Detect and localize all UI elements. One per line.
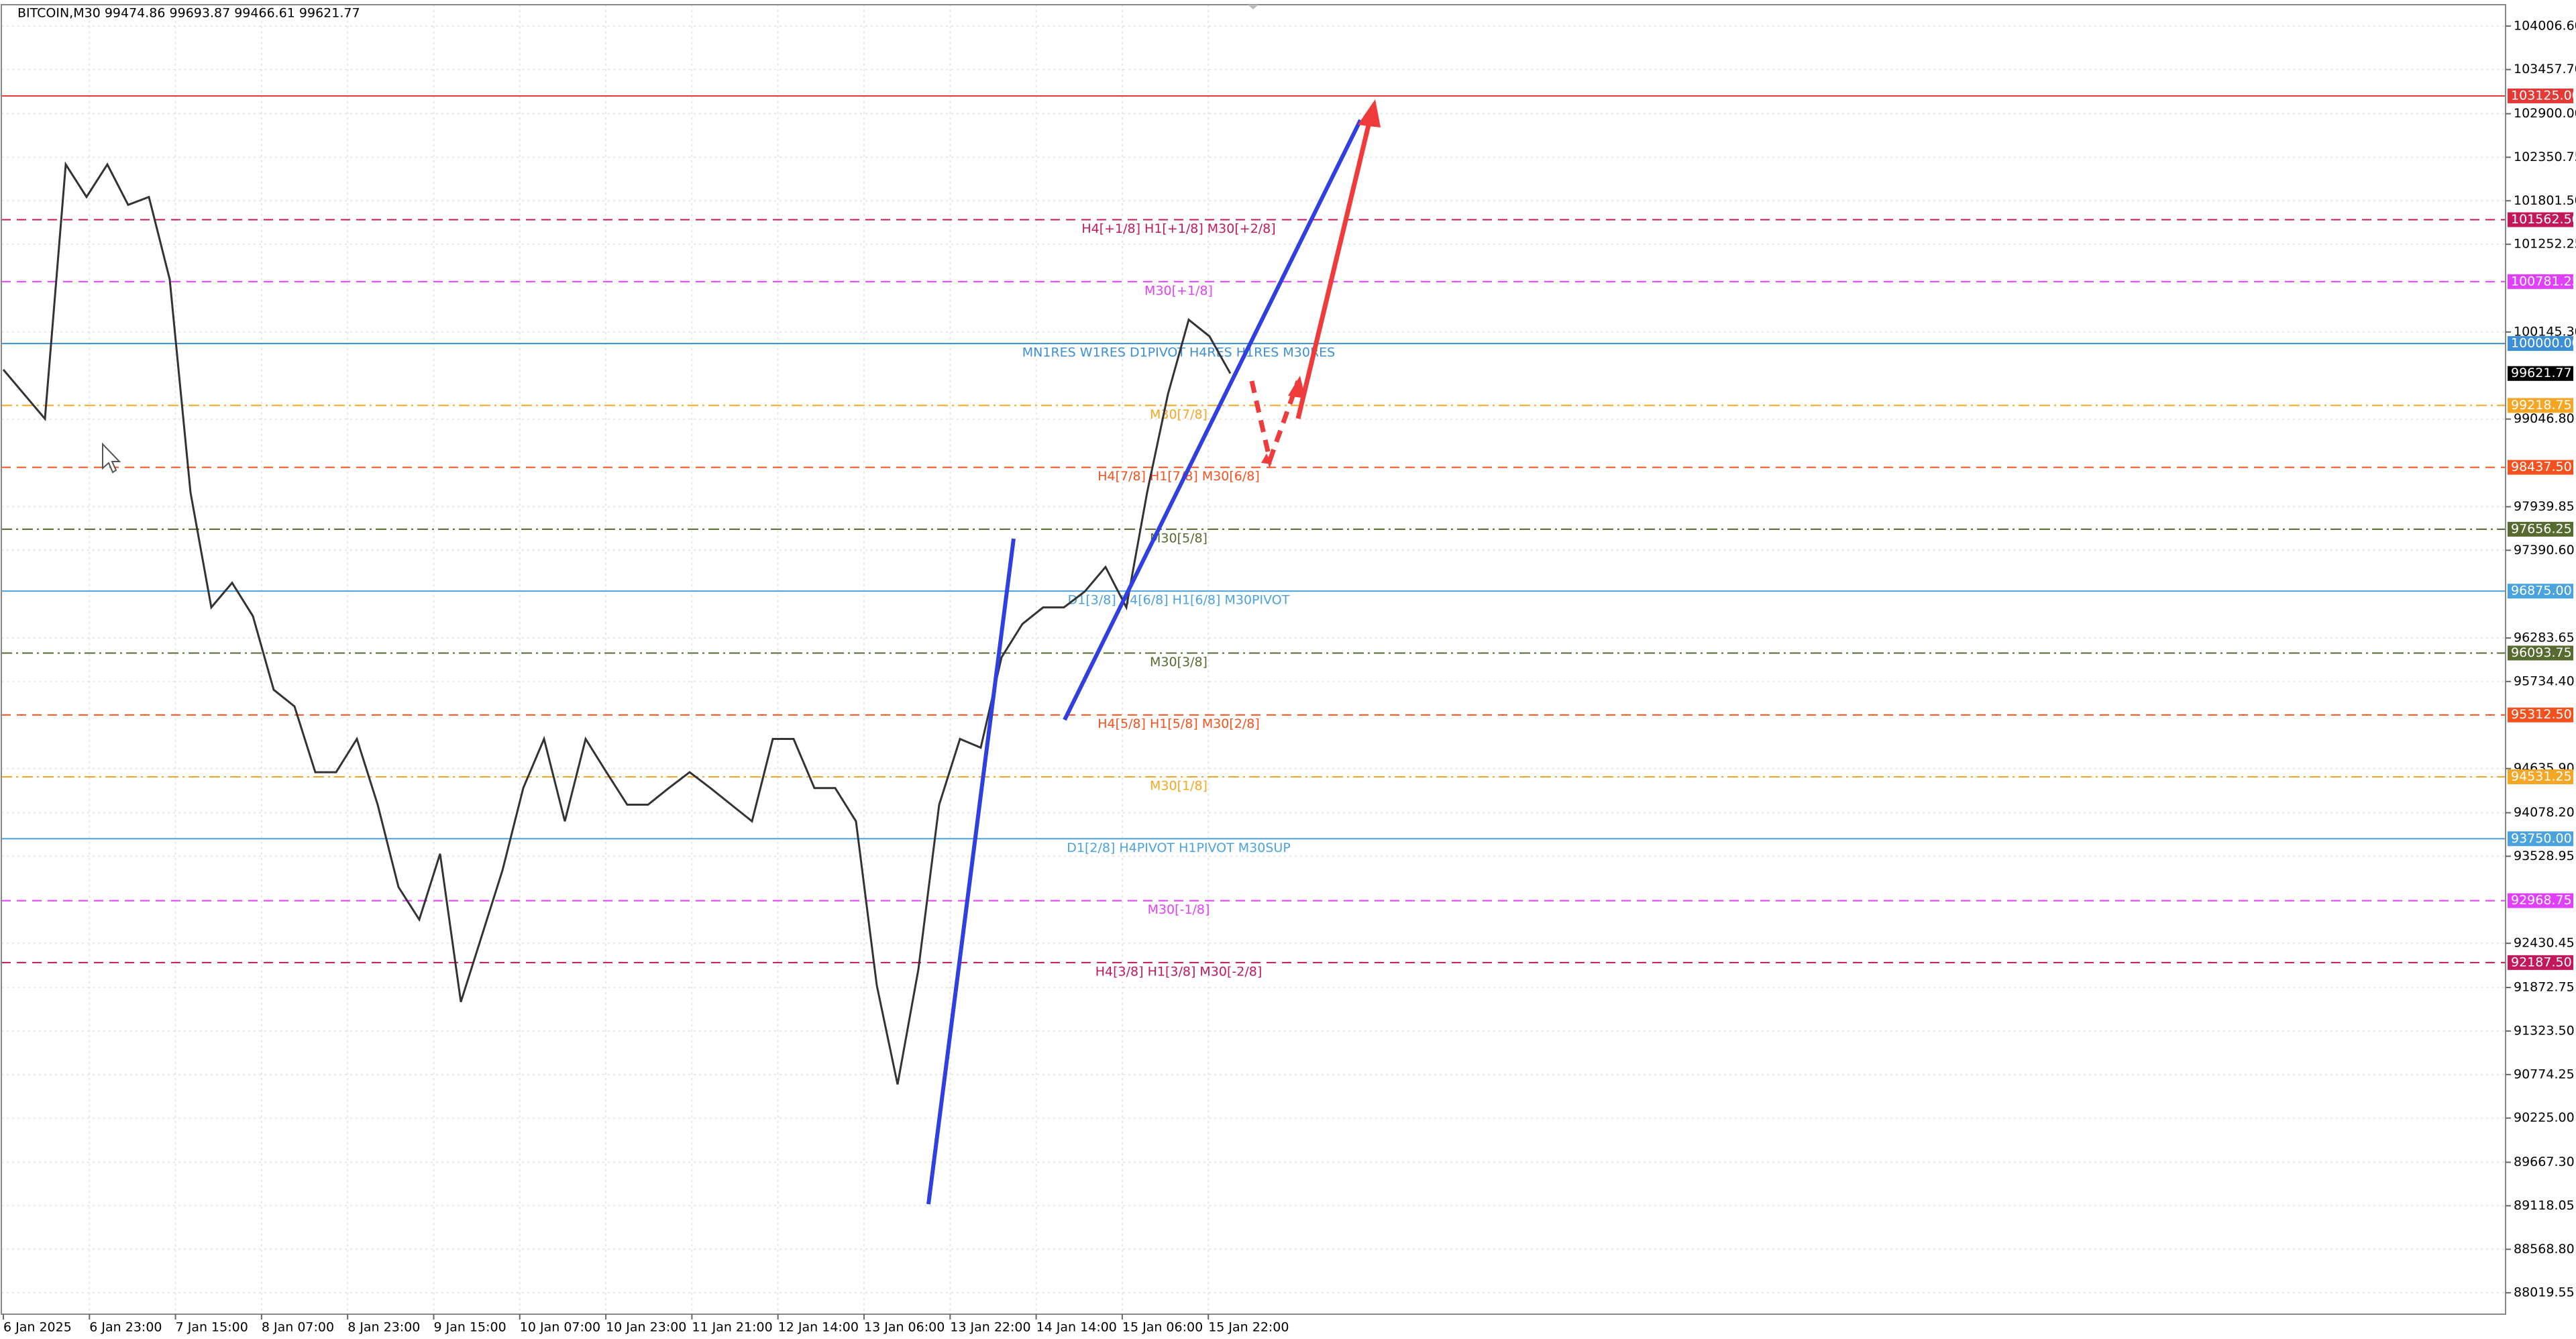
level-label: M30[3/8] [1150,655,1208,670]
price-box-label: 94531.25 [2511,769,2572,784]
y-tick-label: 89118.05 [2514,1198,2575,1213]
y-tick-label: 88019.55 [2514,1285,2575,1300]
y-tick-label: 97390.60 [2514,543,2575,557]
x-tick-label: 14 Jan 14:00 [1036,1320,1117,1335]
price-box [2508,893,2573,908]
grid [1,5,2506,1314]
level-label: H4[3/8] H1[3/8] M30[-2/8] [1095,964,1262,979]
x-tick-label: 6 Jan 23:00 [89,1320,162,1335]
y-tick-label: 97939.85 [2514,499,2575,514]
arrow-head [1288,376,1305,398]
price-box-label: 100781.25 [2511,274,2576,288]
levels: H4[+1/8] H1[+1/8] M30[+2/8]M30[+1/8]MN1R… [1,95,2506,979]
price-box [2508,398,2573,413]
level-label: D1[2/8] H4PIVOT H1PIVOT M30SUP [1067,841,1291,855]
price-box-label: 100000.00 [2511,336,2576,351]
y-tick-label: 103457.70 [2514,62,2576,76]
y-tick-label: 101252.25 [2514,237,2576,252]
cursor [102,442,121,474]
price-box [2508,584,2573,599]
level-label: M30[+1/8] [1144,283,1213,298]
price-line [2,161,1232,1085]
level-label: D1[3/8] H4[6/8] H1[6/8] M30PIVOT [1068,593,1290,608]
price [2,161,1232,1085]
price-box [2508,955,2573,970]
x-tick-label: 10 Jan 23:00 [606,1320,686,1335]
price-box-label: 95312.50 [2511,707,2572,722]
x-tick-label: 8 Jan 23:00 [347,1320,420,1335]
y-tick-label: 100145.30 [2514,324,2576,339]
scroll-marker [1248,5,1258,9]
arrow-head [1261,453,1272,464]
price-box [2508,769,2573,785]
price-box-label: 92968.75 [2511,893,2572,908]
y-tick-label: 91872.75 [2514,980,2575,995]
level-label: H4[5/8] H1[5/8] M30[2/8] [1097,716,1260,731]
y-tick-label: 91323.50 [2514,1023,2575,1038]
y-tick-label: 102900.00 [2514,106,2576,121]
level-label: M30[-1/8] [1148,902,1210,917]
trend-line [1063,119,1362,721]
y-tick-label: 95734.40 [2514,674,2575,688]
y-tick-label: 101801.50 [2514,193,2576,208]
x-tick-label: 13 Jan 06:00 [864,1320,945,1335]
x-tick-label: 13 Jan 22:00 [950,1320,1030,1335]
axes: 104006.60 103457.70 102900.00 102350.75 1018… [1,4,2576,1335]
arrow-head [1358,99,1381,127]
price-box [2508,831,2573,847]
x-tick-label: 8 Jan 07:00 [262,1320,334,1335]
price-box-label: 101562.50 [2511,212,2576,227]
y-tick-label: 88568.80 [2514,1242,2575,1256]
level-label: H4[7/8] H1[7/8] M30[6/8] [1097,469,1260,484]
price-box [2508,366,2573,381]
y-tick-label: 96283.65 [2514,631,2575,645]
price-box [2508,88,2573,103]
price-box-label: 93750.00 [2511,831,2572,846]
price-box-label: 98437.50 [2511,460,2572,474]
y-tick-label: 99046.80 [2514,411,2575,426]
price-box-label: 96093.75 [2511,645,2572,660]
price-box [2508,645,2573,661]
price-box [2508,212,2573,227]
y-tick-label: 104006.60 [2514,18,2576,33]
y-tick-label: 90225.00 [2514,1110,2575,1125]
price-box-label: 99621.77 [2511,366,2572,380]
level-label: H4[+1/8] H1[+1/8] M30[+2/8] [1081,221,1275,236]
x-tick-label: 15 Jan 06:00 [1122,1320,1203,1335]
x-tick-label: 11 Jan 21:00 [692,1320,772,1335]
x-tick-label: 15 Jan 22:00 [1208,1320,1289,1335]
x-tick-label: 7 Jan 15:00 [176,1320,248,1335]
x-tick-label: 10 Jan 07:00 [520,1320,600,1335]
y-tick-label: 89667.30 [2514,1155,2575,1169]
y-tick-label: 93528.95 [2514,849,2575,863]
trend-line [926,538,1016,1205]
y-tick-label: 92430.45 [2514,936,2575,951]
price-box-label: 92187.50 [2511,955,2572,969]
price-box-label: 103125.00 [2511,88,2576,103]
forecast-arrow [1295,113,1374,419]
x-tick-label: 6 Jan 2025 [3,1320,72,1335]
price-box-label: 97656.25 [2511,521,2572,536]
level-label: M30[7/8] [1150,407,1208,422]
x-tick-label: 12 Jan 14:00 [778,1320,859,1335]
level-label: M30[5/8] [1150,531,1208,545]
x-tick-label: 9 Jan 15:00 [434,1320,506,1335]
price-box [2508,707,2573,722]
price-box [2508,521,2573,537]
price-box-label: 99218.75 [2511,398,2572,413]
y-tick-label: 94078.20 [2514,805,2575,820]
price-box [2508,336,2573,352]
price-box [2508,460,2573,475]
price-box [2508,274,2573,289]
level-label: M30[1/8] [1150,779,1208,794]
chart-title: BITCOIN,M30 99474.86 99693.87 99466.61 9… [17,6,360,21]
y-tick-label: 90774.25 [2514,1067,2575,1081]
price-box-label: 96875.00 [2511,584,2572,598]
y-tick-label: 102350.75 [2514,150,2576,164]
drawings [102,99,1381,1205]
